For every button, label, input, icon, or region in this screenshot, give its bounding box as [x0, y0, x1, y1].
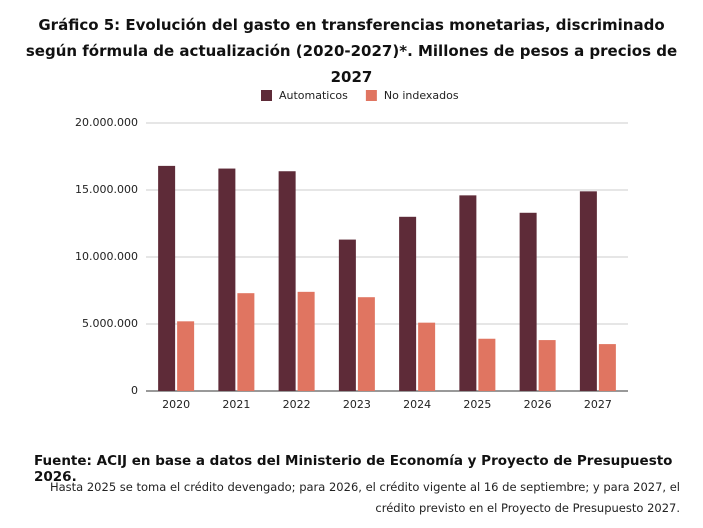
bar	[158, 165, 176, 391]
x-tick-label: 2023	[343, 398, 371, 411]
bar	[418, 322, 436, 391]
bar	[598, 344, 616, 391]
legend-swatch	[365, 90, 377, 101]
x-tick-label: 2025	[463, 398, 491, 411]
legend-swatch	[261, 90, 272, 101]
y-tick-label: 5.000.000	[82, 317, 138, 330]
y-tick-label: 0	[131, 384, 138, 397]
source: Fuente: ACIJ en base a datos del Ministe…	[34, 453, 673, 485]
y-tick-label: 20.000.000	[75, 116, 138, 129]
bar	[459, 195, 477, 391]
x-tick-label: 2022	[283, 398, 311, 411]
bar	[357, 297, 375, 391]
y-tick-label: 15.000.000	[75, 183, 138, 196]
bar	[237, 293, 255, 391]
bar	[218, 168, 236, 391]
x-tick-label: 2021	[222, 398, 250, 411]
bar	[399, 216, 417, 391]
legend-label: Automaticos	[279, 89, 348, 102]
chart-title: Gráfico 5: Evolución del gasto en transf…	[25, 16, 678, 86]
bar	[478, 338, 496, 391]
bar	[297, 291, 315, 391]
y-tick-label: 10.000.000	[75, 250, 138, 263]
legend-label: No indexados	[384, 89, 459, 102]
bar	[538, 340, 556, 391]
bar	[519, 212, 537, 391]
x-tick-label: 2024	[403, 398, 431, 411]
bar	[338, 239, 356, 391]
note: Hasta 2025 se toma el crédito devengado;…	[49, 480, 680, 515]
bar	[579, 191, 597, 391]
x-tick-label: 2027	[584, 398, 612, 411]
chart: 0 5.000.000 10.000.000 15.000.000 20.000.000…	[75, 89, 628, 411]
x-tick-label: 2026	[524, 398, 552, 411]
bar	[177, 321, 195, 391]
bar	[278, 171, 296, 391]
x-tick-label: 2020	[162, 398, 190, 411]
